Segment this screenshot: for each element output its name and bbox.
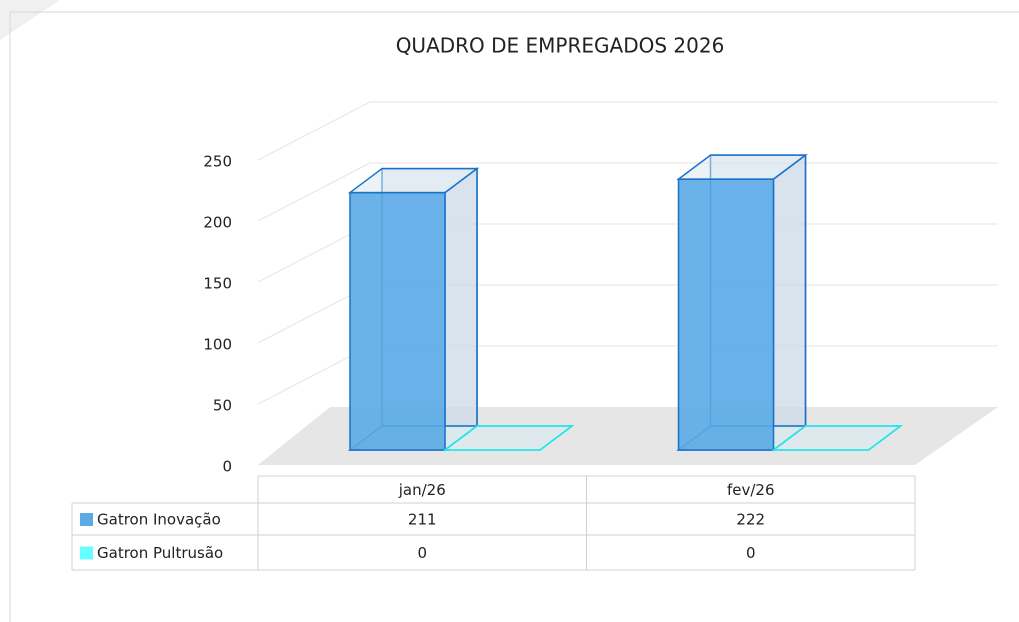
decor [0,0,60,40]
y-tick-label: 150 [203,275,232,293]
x-tick-label: fev/26 [727,481,775,499]
y-tick-label: 50 [213,397,232,415]
legend-label: Gatron Inovação [97,511,221,529]
grid-line [257,101,371,161]
table-value: 222 [736,511,765,529]
bar-top [676,154,808,180]
legend-key [80,513,93,526]
table-value: 0 [746,544,756,562]
legend-key [80,546,93,560]
bar-top [771,425,903,451]
grid-line [257,162,371,222]
bar [349,191,446,451]
bar-side [772,153,807,452]
x-tick-label: jan/26 [398,481,446,499]
bar-top [442,425,575,451]
table-value: 0 [417,544,427,562]
y-tick-label: 200 [203,214,232,232]
y-tick-label: 250 [203,153,232,171]
bar [677,178,775,451]
bar-side [444,167,478,452]
chart-title: QUADRO DE EMPREGADOS 2026 [396,34,725,58]
y-tick-label: 0 [222,458,232,476]
table-value: 211 [408,511,437,529]
legend-label: Gatron Pultrusão [97,544,223,562]
bar-top [347,167,480,194]
y-tick-label: 100 [203,336,232,354]
